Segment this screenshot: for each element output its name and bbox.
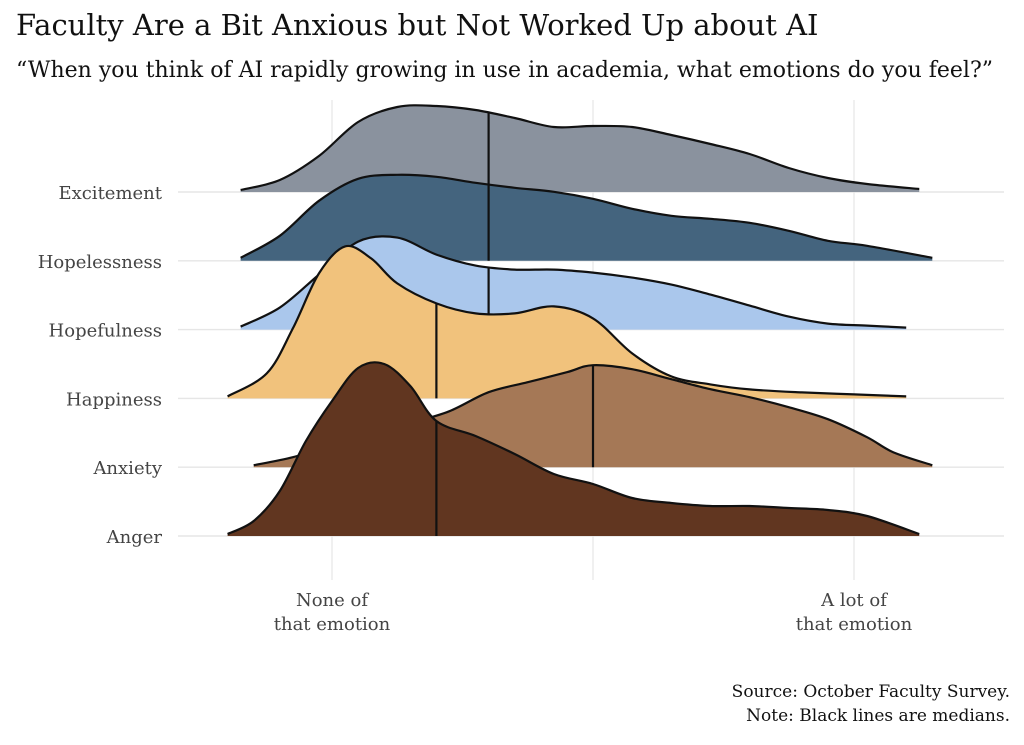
y-tick-label: Hopefulness <box>49 321 162 342</box>
x-tick-label: None of <box>296 590 369 611</box>
x-tick-label: that emotion <box>274 614 391 635</box>
ridge-happiness <box>227 244 907 399</box>
caption-source: Source: October Faculty Survey. <box>731 682 1010 702</box>
chart-subtitle: “When you think of AI rapidly growing in… <box>16 58 993 83</box>
ridge-outline <box>240 173 933 259</box>
ridge-hopelessness <box>240 173 933 261</box>
y-tick-label: Anger <box>106 527 163 548</box>
y-tick-label: Excitement <box>58 183 162 204</box>
ridge-anger <box>227 361 920 536</box>
chart-caption: Source: October Faculty Survey. Note: Bl… <box>732 680 1010 728</box>
ridge-outline <box>227 244 907 398</box>
y-tick-label: Anxiety <box>92 458 162 479</box>
ridge-area <box>240 174 933 261</box>
ridge-area <box>227 362 920 536</box>
y-tick-label: Hopelessness <box>38 252 162 273</box>
ridge-area <box>240 105 920 192</box>
ridge-outline <box>240 235 907 329</box>
caption-note: Note: Black lines are medians. <box>746 706 1010 726</box>
x-tick-label: A lot of <box>820 590 888 611</box>
ridge-outline <box>227 361 920 536</box>
x-tick-label: that emotion <box>796 614 913 635</box>
chart-title: Faculty Are a Bit Anxious but Not Worked… <box>16 8 819 42</box>
y-tick-label: Happiness <box>66 389 162 410</box>
ridge-excitement <box>240 104 920 192</box>
ridge-outline <box>240 104 920 192</box>
